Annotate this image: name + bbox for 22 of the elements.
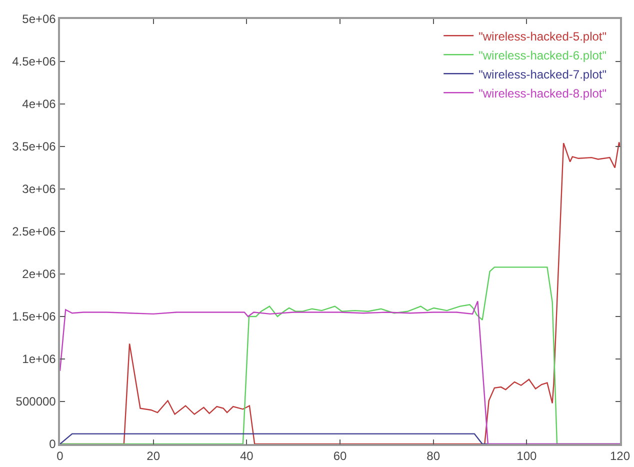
y-tick-label: 1e+06	[22, 352, 56, 366]
y-tick-label: 0	[49, 437, 56, 452]
legend-label: "wireless-hacked-5.plot"	[478, 29, 607, 44]
y-tick-label: 4.5e+06	[12, 54, 56, 69]
x-tick-label: 20	[146, 449, 160, 464]
x-tick-label: 120	[610, 449, 630, 464]
y-tick-label: 4e+06	[22, 97, 56, 112]
x-tick-label: 100	[516, 449, 537, 464]
legend-label: "wireless-hacked-7.plot"	[478, 67, 607, 82]
line-series	[60, 300, 620, 444]
x-tick-label: 40	[240, 449, 254, 464]
legend-label: "wireless-hacked-8.plot"	[478, 86, 607, 100]
y-tick-label: 5e+06	[22, 12, 56, 26]
y-tick-label: 3.5e+06	[12, 140, 56, 154]
x-tick-label: 60	[333, 449, 347, 464]
y-tick-label: 500000	[16, 394, 56, 409]
y-tick-label: 2.5e+06	[12, 224, 56, 239]
y-tick-label: 3e+06	[22, 182, 56, 196]
legend-label: "wireless-hacked-6.plot"	[478, 48, 607, 62]
y-tick-label: 2e+06	[22, 267, 56, 282]
x-tick-label: 80	[426, 449, 440, 464]
y-tick-label: 1.5e+06	[12, 310, 56, 324]
